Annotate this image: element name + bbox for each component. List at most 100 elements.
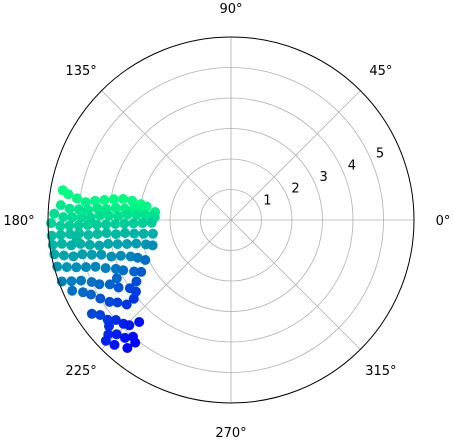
scatter-point — [99, 195, 110, 205]
scatter-point — [90, 261, 101, 272]
scatter-point — [146, 217, 157, 228]
scatter-point — [122, 239, 132, 249]
r-tick-label: 4 — [348, 158, 356, 173]
scatter-point — [113, 282, 124, 293]
scatter-point — [57, 185, 68, 196]
scatter-point — [94, 210, 105, 221]
scatter-point — [76, 207, 87, 218]
scatter-point — [104, 210, 115, 221]
theta-tick-label: 315° — [365, 364, 396, 379]
theta-tick-label: 180° — [3, 214, 34, 229]
data-points — [46, 185, 161, 353]
scatter-point — [94, 279, 105, 290]
scatter-point — [56, 238, 67, 249]
scatter-point — [55, 200, 66, 211]
scatter-point — [80, 197, 91, 208]
scatter-point — [106, 251, 117, 262]
scatter-point — [129, 266, 140, 277]
scatter-point — [94, 240, 105, 251]
scatter-point — [46, 218, 57, 229]
scatter-point — [111, 329, 122, 340]
scatter-point — [64, 203, 75, 214]
theta-tick-label: 270° — [215, 426, 246, 441]
theta-grid-line — [101, 90, 232, 221]
r-tick-label: 2 — [291, 182, 299, 197]
scatter-point — [122, 209, 133, 220]
scatter-point — [110, 202, 121, 213]
scatter-point — [64, 220, 75, 231]
theta-tick-label: 45° — [369, 64, 392, 79]
scatter-point — [100, 263, 111, 274]
theta-grid-line — [230, 219, 361, 350]
scatter-point — [86, 277, 97, 287]
scatter-point — [128, 218, 139, 229]
scatter-point — [67, 212, 78, 223]
scatter-point — [129, 228, 140, 239]
scatter-point — [111, 273, 122, 284]
r-tick-label: 3 — [320, 170, 328, 185]
theta-grid-line — [230, 90, 361, 221]
scatter-point — [138, 228, 149, 239]
r-tick-label: 5 — [376, 147, 384, 162]
scatter-point — [61, 262, 72, 273]
scatter-point — [84, 239, 95, 250]
scatter-point — [130, 337, 141, 348]
scatter-point — [119, 218, 130, 229]
scatter-point — [78, 287, 88, 298]
scatter-point — [55, 221, 66, 231]
scatter-point — [58, 250, 69, 261]
scatter-point — [134, 317, 145, 327]
scatter-point — [122, 343, 133, 353]
theta-tick-label: 135° — [65, 64, 96, 79]
scatter-point — [140, 255, 151, 265]
scatter-point — [108, 194, 119, 205]
scatter-point — [92, 229, 103, 239]
scatter-point — [109, 339, 120, 350]
scatter-point — [136, 266, 147, 277]
scatter-point — [111, 229, 121, 240]
scatter-point — [124, 320, 135, 331]
scatter-point — [131, 210, 142, 221]
scatter-point — [49, 208, 60, 219]
scatter-point — [118, 194, 129, 204]
polar-outer-frame — [47, 36, 415, 404]
scatter-point — [119, 332, 130, 343]
polar-grid — [48, 37, 414, 403]
scatter-point — [71, 262, 82, 273]
theta-tick-label: 90° — [219, 2, 242, 17]
scatter-point — [67, 285, 78, 296]
scatter-point — [104, 321, 114, 332]
scatter-point — [86, 289, 96, 300]
tick-labels: 0° 45° 90° 135° 180° 225° 270° 315° 1 2 3 4 5 — [3, 2, 450, 441]
polar-frame — [47, 36, 415, 404]
scatter-point — [113, 211, 124, 222]
scatter-point — [76, 275, 87, 286]
scatter-point — [140, 210, 151, 221]
scatter-point — [95, 310, 106, 320]
scatter-point — [55, 229, 66, 240]
scatter-point — [86, 249, 97, 260]
scatter-point — [131, 286, 141, 297]
scatter-point — [101, 228, 112, 239]
scatter-point — [72, 193, 82, 204]
scatter-point — [104, 279, 115, 290]
scatter-point — [112, 297, 123, 308]
scatter-point — [112, 239, 123, 250]
scatter-point — [120, 228, 130, 238]
scatter-point — [73, 220, 84, 231]
scatter-point — [83, 230, 94, 240]
scatter-point — [95, 293, 106, 304]
scatter-point — [110, 315, 121, 325]
scatter-point — [121, 299, 132, 310]
scatter-point — [100, 335, 111, 346]
scatter-point — [71, 234, 82, 244]
scatter-point — [131, 238, 142, 249]
scatter-point — [68, 251, 79, 262]
scatter-point — [101, 219, 111, 230]
scatter-point — [132, 252, 143, 263]
scatter-point — [96, 249, 107, 260]
r-tick-label: 1 — [263, 193, 271, 208]
scatter-point — [131, 276, 142, 287]
scatter-point — [85, 217, 96, 228]
scatter-point — [115, 250, 126, 261]
